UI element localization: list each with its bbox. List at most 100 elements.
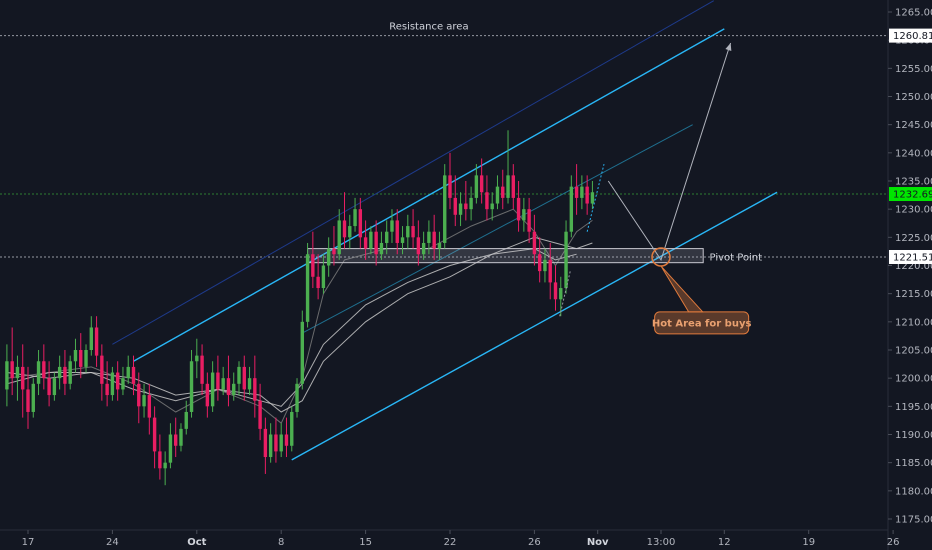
candle-body xyxy=(506,175,510,198)
projection-arrowhead xyxy=(725,42,732,51)
hot-area: Hot Area for buys xyxy=(651,247,752,335)
candle-body xyxy=(36,361,41,384)
candle-body xyxy=(221,378,225,390)
candle-body xyxy=(26,389,30,412)
candle-body xyxy=(490,203,494,210)
candle-body xyxy=(179,428,183,446)
x-tick-label: 8 xyxy=(278,537,284,548)
candle-body xyxy=(332,248,336,255)
candle-body xyxy=(443,175,447,243)
candle-body xyxy=(374,231,378,255)
candle-body xyxy=(548,259,552,283)
candle-body xyxy=(68,361,72,384)
candle-body xyxy=(574,186,579,198)
candle-body xyxy=(532,231,537,255)
y-tick-label: 1240.00 xyxy=(895,148,932,159)
candle-body xyxy=(516,197,521,221)
candle-body xyxy=(263,428,268,458)
pivot-point-label: Pivot Point xyxy=(710,252,763,263)
x-tick-label: 26 xyxy=(528,537,541,548)
projection-path xyxy=(607,42,732,262)
candle-body xyxy=(348,226,352,238)
y-tick-label: 1215.00 xyxy=(895,289,932,300)
candle-body xyxy=(390,220,394,232)
candle-body xyxy=(385,231,389,243)
candle-body xyxy=(89,327,93,350)
y-tick-label: 1250.00 xyxy=(895,92,932,103)
pivot-zone xyxy=(307,248,704,264)
candle-body xyxy=(553,282,558,300)
candle-body xyxy=(411,226,415,238)
candle-body xyxy=(527,209,531,232)
candle-body xyxy=(501,186,505,198)
candle-body xyxy=(126,366,130,379)
candle-body xyxy=(353,209,357,227)
candle-body xyxy=(464,203,468,210)
candle-body xyxy=(427,231,431,243)
candle-body xyxy=(200,355,204,384)
candle-body xyxy=(543,259,547,272)
candle-body xyxy=(406,226,410,238)
projection xyxy=(559,42,732,317)
candle-body xyxy=(369,231,373,249)
y-tick-label: 1245.00 xyxy=(895,120,932,131)
candle-body xyxy=(495,186,500,204)
candle-body xyxy=(458,203,463,215)
x-tick-label: 15 xyxy=(359,537,372,548)
candle-body xyxy=(590,192,595,204)
candle-body xyxy=(73,350,78,362)
candle-body xyxy=(10,361,14,379)
candle-body xyxy=(479,175,484,193)
candle-body xyxy=(242,366,246,390)
candle-body xyxy=(485,192,489,210)
candle-body xyxy=(448,175,452,198)
hot-area-box xyxy=(654,311,750,335)
candle-body xyxy=(79,350,83,367)
resistance-price-tag xyxy=(889,28,932,43)
y-tick-label: 1220.00 xyxy=(895,261,932,272)
moving-average-line xyxy=(6,236,593,413)
candle-body xyxy=(105,383,109,396)
candle-body xyxy=(416,237,421,255)
candle-body xyxy=(379,242,384,255)
candle-body xyxy=(511,175,515,198)
candle-body xyxy=(5,361,9,390)
y-tick-label: 1185.00 xyxy=(895,458,932,469)
candle-body xyxy=(311,254,315,277)
candle-body xyxy=(522,209,526,221)
channel-line-outer xyxy=(112,0,714,345)
candle-body xyxy=(453,197,457,215)
candle-body xyxy=(316,276,320,289)
candle-body xyxy=(57,366,62,379)
candle-body xyxy=(52,378,57,396)
candle-body xyxy=(569,186,574,232)
candle-body xyxy=(84,350,88,367)
candle-body xyxy=(216,372,220,390)
channel-line-upper xyxy=(133,28,725,362)
x-axis[interactable]: 17 24 Oct 8 15 22 26 Nov 13:00 12 19 26 xyxy=(0,529,899,548)
hot-area-label: Hot Area for buys xyxy=(652,318,752,329)
candle-body xyxy=(559,288,563,300)
candle-body xyxy=(137,383,141,407)
candles xyxy=(5,130,595,486)
candle-body xyxy=(189,361,194,412)
candle-body xyxy=(268,434,273,458)
x-tick-label: 13:00 xyxy=(647,537,676,548)
candle-body xyxy=(564,231,568,289)
y-tick-label: 1265.00 xyxy=(895,8,932,19)
y-axis[interactable]: 1175.00 1180.00 1185.00 1190.00 1195.00 1200.… xyxy=(887,0,932,550)
candle-body xyxy=(321,265,326,289)
candle-body xyxy=(253,378,257,401)
candle-body xyxy=(295,383,299,412)
y-tick-label: 1195.00 xyxy=(895,402,932,413)
candle-body xyxy=(63,366,67,384)
candle-body xyxy=(395,220,399,243)
candle-body xyxy=(290,411,294,446)
candle-body xyxy=(121,378,125,390)
last-price-tag xyxy=(889,187,932,202)
last-price-text: 1232.69 xyxy=(893,190,932,201)
y-tick-label: 1190.00 xyxy=(895,430,932,441)
